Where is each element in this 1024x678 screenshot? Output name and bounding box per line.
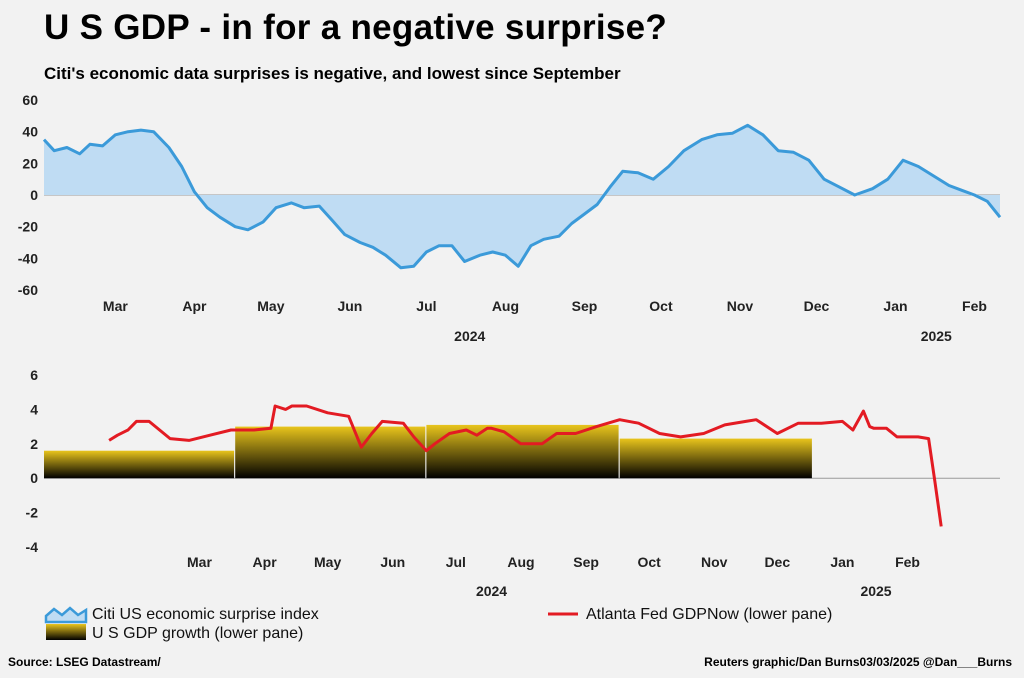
lower-y-tick: 0 xyxy=(30,470,38,486)
lower-x-tick: May xyxy=(314,554,341,570)
upper-y-tick: 20 xyxy=(22,155,38,171)
upper-x-tick: Dec xyxy=(804,298,830,314)
lower-x-tick: Aug xyxy=(507,554,534,570)
gdpnow-line xyxy=(108,404,943,527)
lower-year-2025: 2025 xyxy=(860,583,891,599)
legend-surprise-swatch xyxy=(44,606,88,624)
lower-y-tick: 2 xyxy=(30,436,38,452)
surprise-index-line xyxy=(42,123,1002,270)
upper-y-tick: 60 xyxy=(22,92,38,108)
upper-x-tick: Apr xyxy=(182,298,207,314)
upper-y-tick: -60 xyxy=(18,282,38,298)
lower-x-tick: Jun xyxy=(380,554,405,570)
upper-x-tick: May xyxy=(257,298,284,314)
upper-x-tick: Aug xyxy=(492,298,519,314)
upper-x-tick: Oct xyxy=(649,298,673,314)
lower-year-2024: 2024 xyxy=(476,583,507,599)
upper-x-tick: Jul xyxy=(416,298,436,314)
upper-x-tick: Mar xyxy=(103,298,128,314)
upper-x-tick: Feb xyxy=(962,298,987,314)
upper-x-tick: Jun xyxy=(337,298,362,314)
legend-surprise-label: Citi US economic surprise index xyxy=(92,606,319,623)
upper-x-tick: Sep xyxy=(572,298,598,314)
upper-y-tick: 40 xyxy=(22,124,38,140)
gdp-growth-bar xyxy=(235,426,426,479)
lower-x-tick: Apr xyxy=(253,554,278,570)
lower-x-tick: Dec xyxy=(764,554,790,570)
upper-year-2024: 2024 xyxy=(454,328,485,344)
surprise-index-area xyxy=(44,125,1000,268)
gdp-growth-bar xyxy=(426,424,619,479)
legend-gdp-label: U S GDP growth (lower pane) xyxy=(92,625,303,642)
upper-y-tick: -40 xyxy=(18,250,38,266)
lower-y-tick: -4 xyxy=(26,539,39,555)
lower-y-tick: 4 xyxy=(30,401,38,417)
lower-x-tick: Nov xyxy=(701,554,728,570)
source-note: Source: LSEG Datastream/ xyxy=(8,655,161,669)
lower-x-tick: Oct xyxy=(637,554,661,570)
upper-x-tick: Nov xyxy=(727,298,754,314)
legend: Citi US economic surprise index U S GDP … xyxy=(44,606,832,642)
upper-x-tick: Jan xyxy=(883,298,907,314)
upper-y-tick: 0 xyxy=(30,187,38,203)
lower-x-tick: Jan xyxy=(830,554,854,570)
upper-year-2025: 2025 xyxy=(921,328,952,344)
chart-title: U S GDP - in for a negative surprise? xyxy=(44,8,668,47)
lower-x-tick: Sep xyxy=(573,554,599,570)
upper-pane: 60 40 20 0 -20 -40 -60 Mar Apr May Jun Jul Aug Sep Oct… xyxy=(18,92,1002,344)
legend-gdp-swatch xyxy=(46,624,86,640)
lower-pane: 6 4 2 0 -2 -4 Mar Apr May Jun Jul Aug Sep Oct Nov Dec Ja… xyxy=(26,367,1000,599)
lower-x-tick: Mar xyxy=(187,554,212,570)
credit-note: Reuters graphic/Dan Burns03/03/2025 @Dan… xyxy=(704,655,1012,669)
gdp-growth-bar xyxy=(619,438,812,479)
gdp-growth-bar xyxy=(44,450,235,479)
lower-y-tick: 6 xyxy=(30,367,38,383)
lower-x-tick: Feb xyxy=(895,554,920,570)
legend-gdpnow-label: Atlanta Fed GDPNow (lower pane) xyxy=(586,606,832,623)
upper-y-tick: -20 xyxy=(18,219,38,235)
lower-y-tick: -2 xyxy=(26,505,39,521)
chart-subtitle: Citi's economic data surprises is negati… xyxy=(44,64,621,83)
lower-x-tick: Jul xyxy=(446,554,466,570)
